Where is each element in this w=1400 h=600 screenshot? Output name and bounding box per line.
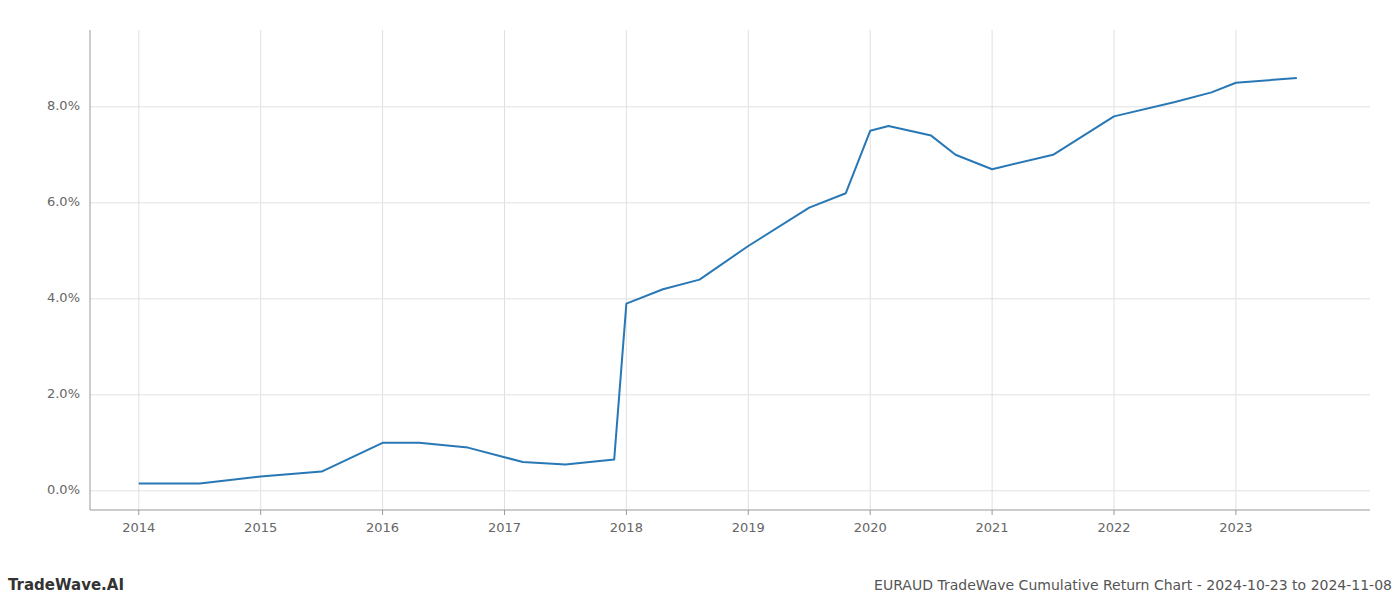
y-axis-line <box>90 30 91 510</box>
x-tick-mark <box>138 510 139 515</box>
page: {"chart_data": {"type": "line", "title":… <box>0 0 1400 600</box>
watermark: TradeWave.AI <box>8 576 124 594</box>
x-tick-mark <box>1114 510 1115 515</box>
x-tick-label: 2021 <box>976 520 1009 535</box>
x-tick-label: 2019 <box>732 520 765 535</box>
x-tick-label: 2018 <box>610 520 643 535</box>
y-grid-line <box>90 394 1370 395</box>
data-line <box>139 78 1297 484</box>
x-grid-line <box>870 30 871 510</box>
x-tick-mark <box>992 510 993 515</box>
x-grid-line <box>382 30 383 510</box>
x-tick-label: 2016 <box>366 520 399 535</box>
x-tick-mark <box>504 510 505 515</box>
x-grid-line <box>1114 30 1115 510</box>
x-tick-label: 2017 <box>488 520 521 535</box>
chart-title: EURAUD TradeWave Cumulative Return Chart… <box>874 577 1392 593</box>
texts: TradeWave.AI EURAUD TradeWave Cumulative … <box>8 576 1392 594</box>
x-grid-line <box>504 30 505 510</box>
x-tick-mark <box>1235 510 1236 515</box>
x-tick-mark <box>748 510 749 515</box>
y-tick-label: 6.0% <box>47 194 80 209</box>
y-tick-label: 0.0% <box>47 482 80 497</box>
x-tick-mark <box>626 510 627 515</box>
x-grid-line <box>992 30 993 510</box>
x-tick-label: 2015 <box>244 520 277 535</box>
chart-svg: 0.0% 2.0% 4.0% 6.0% 8.0% 2014 2015 2016 2017 2018… <box>0 0 1400 600</box>
x-axis-line <box>90 510 1370 511</box>
x-grid-line <box>138 30 139 510</box>
x-tick-label: 2020 <box>854 520 887 535</box>
x-grid-line <box>626 30 627 510</box>
x-grid-line <box>748 30 749 510</box>
axes: 0.0% 2.0% 4.0% 6.0% 8.0% 2014 2015 2016 2017 2018… <box>47 30 1370 535</box>
y-grid-line <box>90 106 1370 107</box>
y-grid-line <box>90 298 1370 299</box>
x-grid-line <box>1235 30 1236 510</box>
x-tick-label: 2014 <box>122 520 155 535</box>
y-tick-label: 4.0% <box>47 290 80 305</box>
x-tick-mark <box>382 510 383 515</box>
y-grid-line <box>90 202 1370 203</box>
x-tick-label: 2022 <box>1097 520 1130 535</box>
y-grid-line <box>90 490 1370 491</box>
plot-area <box>139 78 1297 484</box>
y-tick-label: 8.0% <box>47 98 80 113</box>
x-grid-line <box>260 30 261 510</box>
x-tick-mark <box>870 510 871 515</box>
chart-container: 0.0% 2.0% 4.0% 6.0% 8.0% 2014 2015 2016 2017 2018… <box>0 0 1400 600</box>
grid <box>90 30 1370 510</box>
x-tick-mark <box>260 510 261 515</box>
y-tick-label: 2.0% <box>47 386 80 401</box>
x-tick-label: 2023 <box>1219 520 1252 535</box>
